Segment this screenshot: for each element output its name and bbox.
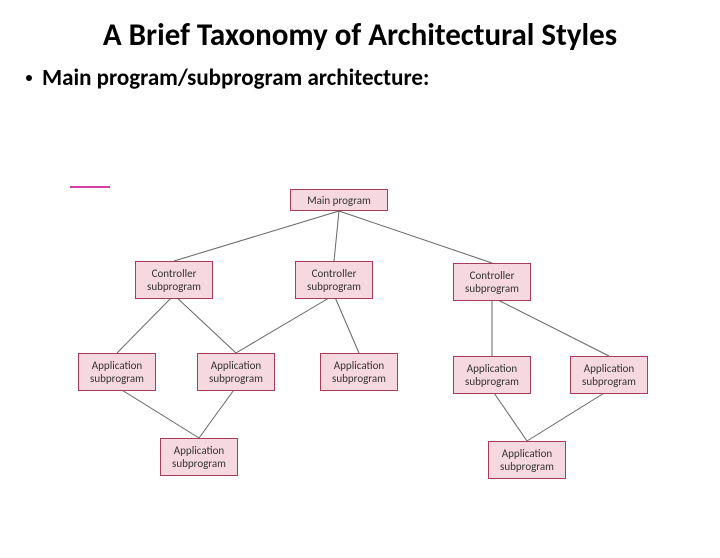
node-a5: Applicationsubprogram — [570, 356, 648, 394]
node-a6: Applicationsubprogram — [160, 438, 238, 476]
edge-c3-a5 — [492, 297, 609, 356]
node-a7: Applicationsubprogram — [488, 441, 566, 479]
edge-c2-a2 — [236, 295, 334, 353]
node-main: Main program — [290, 189, 388, 211]
edge-c2-a3 — [334, 295, 359, 353]
edge-c1-a1 — [117, 295, 174, 353]
node-c1: Controllersubprogram — [135, 261, 213, 299]
node-c2: Controllersubprogram — [295, 261, 373, 299]
edge-main-c3 — [339, 211, 492, 263]
edge-main-c2 — [334, 211, 339, 261]
tree-diagram: Main program Controllersubprogram Controll… — [60, 183, 660, 523]
page-title: A Brief Taxonomy of Architectural Styles — [40, 18, 680, 54]
bullet-line: Main program/subprogram architecture: — [26, 64, 720, 92]
node-a4: Applicationsubprogram — [453, 356, 531, 394]
edge-a4-a7 — [492, 390, 527, 441]
edge-c1-a2 — [174, 295, 236, 353]
node-a1: Applicationsubprogram — [78, 353, 156, 391]
edge-main-c1 — [174, 211, 339, 261]
bullet-dot — [26, 75, 32, 81]
edge-a5-a7 — [527, 390, 609, 441]
bullet-text: Main program/subprogram architecture: — [42, 64, 429, 92]
edge-a1-a6 — [117, 387, 199, 438]
node-a2: Applicationsubprogram — [197, 353, 275, 391]
node-a3: Applicationsubprogram — [320, 353, 398, 391]
edge-a2-a6 — [199, 387, 236, 438]
node-c3: Controllersubprogram — [453, 263, 531, 301]
